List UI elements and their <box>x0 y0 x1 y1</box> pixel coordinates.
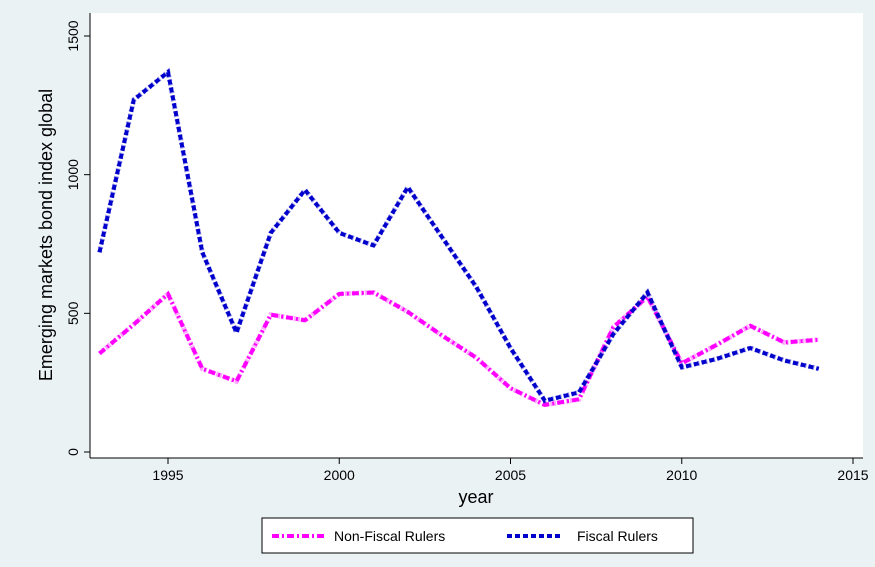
y-axis: 0 500 1000 1500 <box>65 13 91 458</box>
y-axis-title: Emerging markets bond index global <box>36 89 56 381</box>
x-tick-label: 2000 <box>324 467 355 483</box>
x-tick-label: 2005 <box>495 467 526 483</box>
y-tick-label: 0 <box>65 448 81 456</box>
series-layer <box>97 67 820 408</box>
y-tick-label: 1500 <box>65 20 81 51</box>
series-line-fiscal-rulers <box>97 68 820 403</box>
x-tick-label: 2010 <box>666 467 697 483</box>
plot-area <box>90 13 863 458</box>
series-line-non-fiscal-rulers <box>98 290 819 407</box>
x-axis: 1995 2000 2005 2010 2015 <box>90 457 869 483</box>
x-axis-title: year <box>458 487 493 507</box>
legend-label-fiscal-rulers: Fiscal Rulers <box>577 528 658 544</box>
x-tick-label: 2015 <box>837 467 868 483</box>
y-tick-label: 500 <box>65 301 81 325</box>
y-tick-label: 1000 <box>65 159 81 190</box>
x-tick-label: 1995 <box>152 467 183 483</box>
legend-label-non-fiscal-rulers: Non-Fiscal Rulers <box>334 528 445 544</box>
legend-box <box>261 517 694 554</box>
legend: Non-Fiscal Rulers Fiscal Rulers <box>261 517 694 554</box>
